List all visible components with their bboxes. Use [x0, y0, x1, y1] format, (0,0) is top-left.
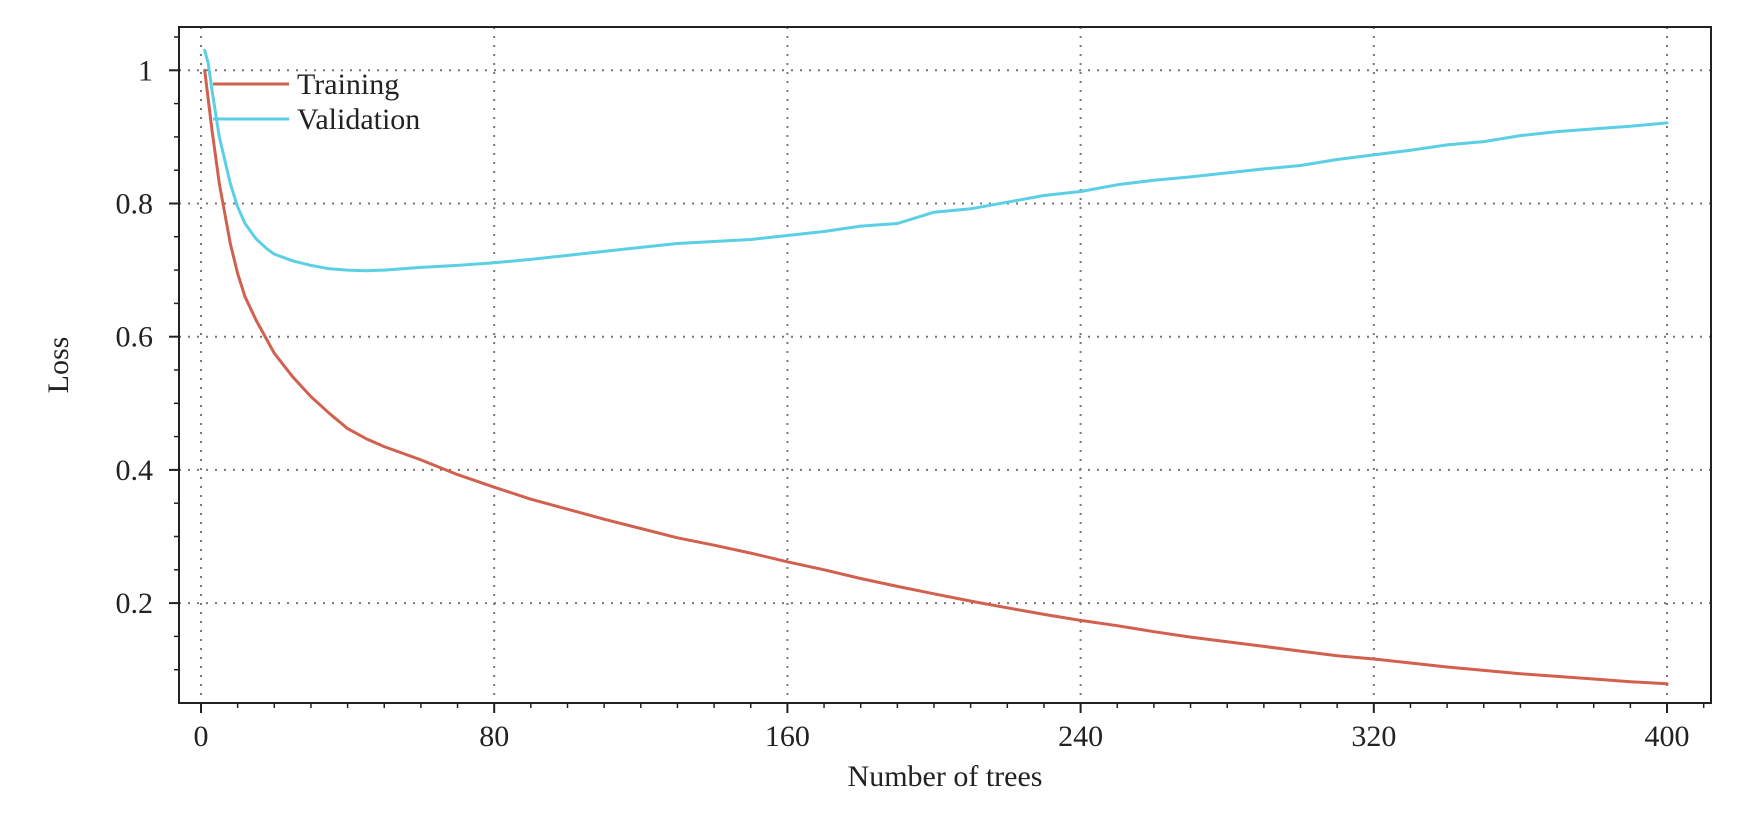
series-layer	[203, 48, 1669, 686]
x-axis-title: Number of trees	[848, 760, 1043, 793]
x-tick-label: 400	[1645, 720, 1690, 753]
x-tick-label: 80	[479, 720, 509, 753]
legend-label-validation: Validation	[297, 103, 420, 136]
grid-lines	[179, 27, 1711, 703]
x-tick-label: 0	[193, 720, 208, 753]
tick-labels: 0 80 160 240 320 400 0.2 0.4 0.6 0.8 1	[116, 54, 1690, 753]
y-tick-label: 0.4	[116, 454, 154, 487]
minor-ticks	[174, 36, 1705, 708]
y-tick-label: 0.6	[116, 321, 154, 354]
y-tick-label: 0.8	[116, 187, 154, 220]
y-axis-title: Loss	[42, 337, 75, 394]
x-tick-label: 320	[1351, 720, 1396, 753]
y-tick-label: 0.2	[116, 587, 154, 620]
legend-label-training: Training	[297, 68, 399, 101]
major-ticks	[169, 69, 1669, 713]
x-tick-label: 160	[765, 720, 810, 753]
x-tick-label: 240	[1058, 720, 1103, 753]
series-line-validation	[203, 48, 1669, 273]
y-tick-label: 1	[138, 54, 153, 87]
series-line-training	[203, 68, 1669, 686]
plot-frame	[178, 26, 1712, 704]
